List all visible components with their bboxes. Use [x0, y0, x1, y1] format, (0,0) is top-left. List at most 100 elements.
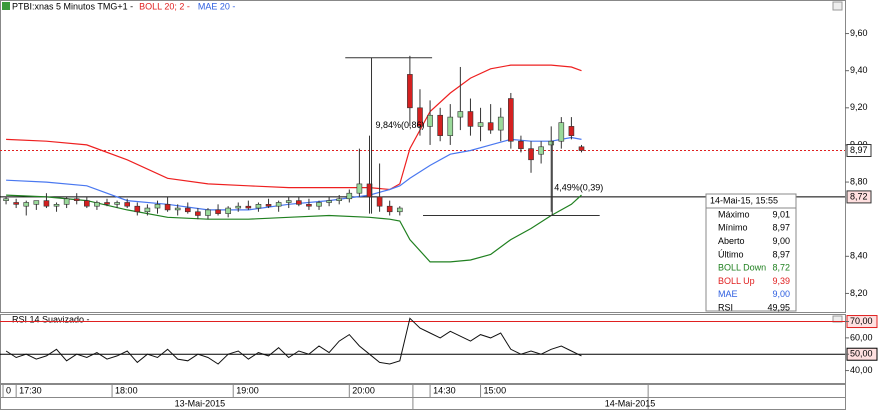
chart-title: PTBI:xnas 5 Minutos TMG+1 -: [12, 1, 133, 11]
candle-body: [104, 202, 110, 205]
info-value: 8,72: [772, 263, 790, 273]
candle-body: [518, 140, 524, 149]
candle-body: [195, 211, 201, 216]
candle-body: [53, 204, 60, 207]
candle-body: [457, 111, 464, 118]
candle-body: [13, 202, 19, 205]
candle-body: [205, 209, 211, 216]
candle-body: [73, 198, 80, 201]
candle-body: [417, 107, 423, 127]
candle-body: [386, 205, 393, 213]
candle-body: [94, 202, 100, 207]
y-tick-label: 9,40: [850, 65, 868, 75]
candle-body: [114, 202, 120, 205]
x-tick-label: 18:00: [115, 385, 138, 395]
info-label: MAE: [718, 289, 738, 299]
indicator-line: [6, 64, 582, 191]
candle-body: [437, 114, 443, 136]
candle-body: [84, 200, 90, 207]
info-label: BOLL Down: [718, 263, 766, 273]
price-box: [846, 190, 872, 204]
indicator-label: MAE 20 -: [198, 1, 236, 11]
candle-body: [285, 200, 292, 203]
candle-body: [336, 198, 343, 201]
date-label: 13-Mai-2015: [175, 398, 226, 408]
y-tick-label: 8,20: [850, 288, 868, 298]
candle-body: [296, 200, 302, 205]
measure-label: 4,49%(0,39): [554, 183, 603, 193]
candle-body: [326, 200, 332, 203]
candle-body: [407, 74, 413, 109]
rsi-panel: [0, 314, 846, 384]
candle-body: [528, 148, 534, 161]
candle-body: [154, 204, 161, 209]
x-tick-label: 14:30: [433, 385, 456, 395]
candle-body: [497, 116, 504, 131]
candle-body: [134, 205, 141, 213]
candle-body: [487, 122, 494, 131]
candle-body: [376, 196, 383, 207]
candle-body: [306, 204, 312, 207]
candle-body: [124, 202, 131, 207]
x-tick-label: 20:00: [352, 385, 375, 395]
candle-body: [396, 207, 403, 213]
candle-body: [225, 207, 231, 214]
candle-body: [215, 209, 221, 214]
info-value: 8,97: [772, 223, 790, 233]
x-tick-label: 19:00: [236, 385, 259, 395]
candle-body: [356, 183, 363, 194]
y-tick-label: 70,00: [850, 316, 873, 326]
candle-body: [23, 202, 30, 207]
candle-body: [255, 204, 262, 209]
price-panel: [0, 0, 846, 313]
candle-body: [275, 202, 282, 207]
y-tick-label: 9,60: [850, 28, 868, 38]
info-value: 9,01: [772, 209, 790, 219]
y-tick-label: 40,00: [850, 365, 873, 375]
panel-button[interactable]: [832, 1, 843, 11]
info-label: Máximo: [718, 209, 750, 219]
y-tick-label: 60,00: [850, 332, 873, 342]
x-tick-label: 0: [6, 385, 11, 395]
info-label: Mínimo: [718, 223, 748, 233]
info-value: 9,00: [772, 236, 790, 246]
price-label: 8,72: [850, 191, 868, 201]
candle-body: [3, 198, 9, 201]
candle-body: [477, 122, 484, 127]
candle-body: [578, 146, 585, 151]
icon[interactable]: [2, 2, 10, 10]
date-label: 14-Mai-2015: [605, 398, 656, 408]
measure-label: 9,84%(0,86): [376, 120, 425, 130]
x-tick-label: 15:00: [484, 385, 507, 395]
candle-body: [265, 204, 272, 207]
candle-body: [245, 205, 252, 209]
candle-body: [427, 114, 433, 127]
info-title: 14-Mai-15, 15:55: [710, 195, 778, 205]
price-box: [846, 144, 872, 158]
candle-body: [33, 200, 40, 205]
candle-body: [508, 98, 514, 142]
candle-body: [43, 200, 50, 207]
candle-body: [467, 111, 474, 127]
candle-body: [63, 198, 70, 205]
info-value: 9,39: [772, 276, 790, 286]
info-label: Último: [718, 249, 744, 259]
candle-body: [174, 207, 181, 211]
candle-body: [548, 140, 555, 146]
x-tick-label: 17:30: [19, 385, 42, 395]
y-tick-label: 8,40: [850, 251, 868, 261]
y-tick-label: 9,20: [850, 102, 868, 112]
candle-body: [346, 192, 353, 200]
candle-body: [164, 204, 171, 211]
info-value: 49,95: [767, 302, 790, 312]
candle-body: [144, 207, 151, 213]
info-box: [705, 193, 797, 312]
info-label: RSI: [718, 302, 733, 312]
info-value: 9,00: [772, 289, 790, 299]
candle-body: [538, 146, 544, 155]
candle-body: [235, 205, 242, 209]
candle-body: [568, 126, 575, 136]
candle-body: [558, 122, 565, 142]
indicator-label: BOLL 20; 2 -: [139, 1, 190, 11]
